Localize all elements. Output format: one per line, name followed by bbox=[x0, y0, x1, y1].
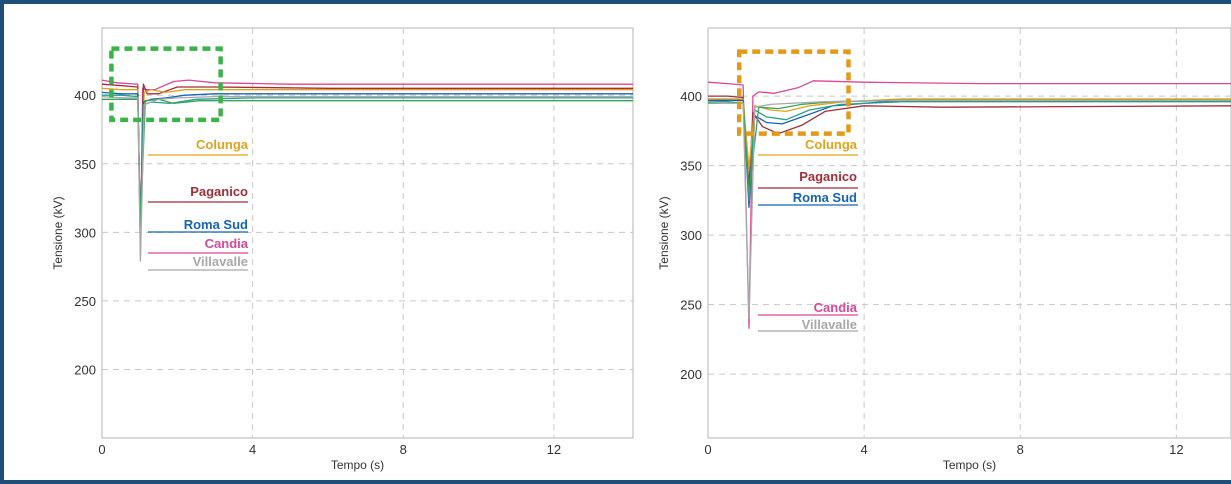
chart2-legend-label-colunga: Colunga bbox=[805, 137, 858, 152]
chart1-series-line-paganico bbox=[101, 83, 633, 244]
chart2-y-tick-label: 400 bbox=[680, 89, 702, 104]
chart2-x-tick-label: 4 bbox=[861, 442, 868, 457]
chart1-series-line-candia bbox=[101, 79, 633, 257]
chart1-x-axis-label: Tempo (s) bbox=[331, 458, 384, 472]
chart2-plot-area bbox=[707, 27, 1231, 439]
chart1-series-line-colunga bbox=[101, 87, 633, 233]
chart2-x-tick-label: 0 bbox=[704, 442, 711, 457]
chart2-x-tick-label: 8 bbox=[1017, 442, 1024, 457]
chart1-legend-label-candia: Candia bbox=[205, 236, 249, 251]
chart1-x-tick-label: 8 bbox=[400, 442, 407, 457]
chart2-highlight-box bbox=[736, 49, 851, 136]
chart1-y-tick-label: 300 bbox=[74, 225, 96, 240]
chart1-y-axis-label: Tensione (kV) bbox=[51, 196, 65, 269]
chart2-y-axis-label: Tensione (kV) bbox=[657, 196, 671, 269]
chart2-y-tick-label: 350 bbox=[680, 159, 702, 174]
chart1-legend-label-roma-sud: Roma Sud bbox=[184, 217, 248, 232]
chart2-legend-label-villavalle: Villavalle bbox=[802, 317, 857, 332]
chart2-legend-label-paganico: Paganico bbox=[799, 169, 857, 184]
chart1-legend-label-colunga: Colunga bbox=[196, 137, 249, 152]
chart1-series-line-roma-sud bbox=[101, 91, 633, 235]
chart1-x-tick-label: 4 bbox=[249, 442, 256, 457]
chart1-y-tick-label: 350 bbox=[74, 157, 96, 172]
chart1-y-tick-label: 400 bbox=[74, 88, 96, 103]
chart1-y-tick-label: 200 bbox=[74, 362, 96, 377]
chart1-x-tick-label: 12 bbox=[547, 442, 561, 457]
chart2-legend-label-roma-sud: Roma Sud bbox=[793, 190, 857, 205]
chart2-y-tick-label: 200 bbox=[680, 367, 702, 382]
chart2-series-line-villavalle bbox=[707, 99, 1231, 320]
chart1-series-line-villavalle bbox=[101, 95, 633, 262]
chart1-y-tick-label: 250 bbox=[74, 294, 96, 309]
chart2-x-tick-label: 12 bbox=[1169, 442, 1183, 457]
chart2-y-tick-label: 250 bbox=[680, 298, 702, 313]
chart2-y-tick-label: 300 bbox=[680, 228, 702, 243]
chart1-legend-label-villavalle: Villavalle bbox=[193, 254, 248, 269]
chart1-highlight-box bbox=[109, 46, 223, 123]
chart1-legend-label-paganico: Paganico bbox=[190, 184, 248, 199]
chart2-legend-label-candia: Candia bbox=[814, 300, 858, 315]
chart1-x-tick-label: 0 bbox=[98, 442, 105, 457]
chart2-series-line-paganico bbox=[708, 95, 1231, 188]
chart2-series-line-candia bbox=[707, 80, 1231, 329]
chart2-x-axis-label: Tempo (s) bbox=[943, 458, 996, 472]
